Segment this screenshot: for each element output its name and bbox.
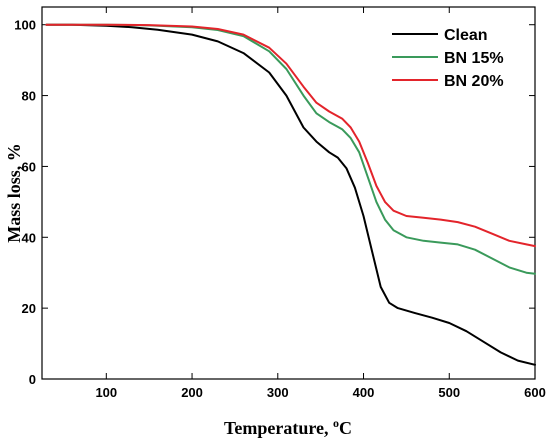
y-tick-label: 0 bbox=[29, 372, 36, 387]
legend-label: Clean bbox=[444, 27, 488, 44]
x-tick-label: 400 bbox=[353, 385, 375, 400]
series-line-0 bbox=[45, 23, 536, 366]
x-axis-title: Temperature, oC bbox=[224, 416, 352, 438]
x-tick-label: 600 bbox=[524, 385, 546, 400]
plot-frame bbox=[41, 6, 536, 380]
y-tick-label: 100 bbox=[14, 18, 36, 33]
x-tick-label: 300 bbox=[267, 385, 289, 400]
y-tick-label: 60 bbox=[22, 159, 36, 174]
series-line-2 bbox=[45, 23, 536, 248]
series-layer bbox=[45, 23, 536, 366]
y-tick-label: 20 bbox=[22, 301, 36, 316]
legend: Clean BN 15% BN 20% bbox=[392, 27, 504, 90]
y-tick-label: 80 bbox=[22, 89, 36, 104]
x-tick-label: 100 bbox=[95, 385, 117, 400]
legend-label: BN 20% bbox=[444, 73, 504, 90]
y-tick-label: 40 bbox=[22, 230, 36, 245]
x-tick-label: 500 bbox=[438, 385, 460, 400]
y-axis-title: Mass loss, % bbox=[4, 143, 24, 243]
ticks-layer: 100 200 300 400 500 600 0 20 40 60 80 100 bbox=[14, 7, 546, 400]
x-tick-label: 200 bbox=[181, 385, 203, 400]
legend-label: BN 15% bbox=[444, 50, 504, 67]
